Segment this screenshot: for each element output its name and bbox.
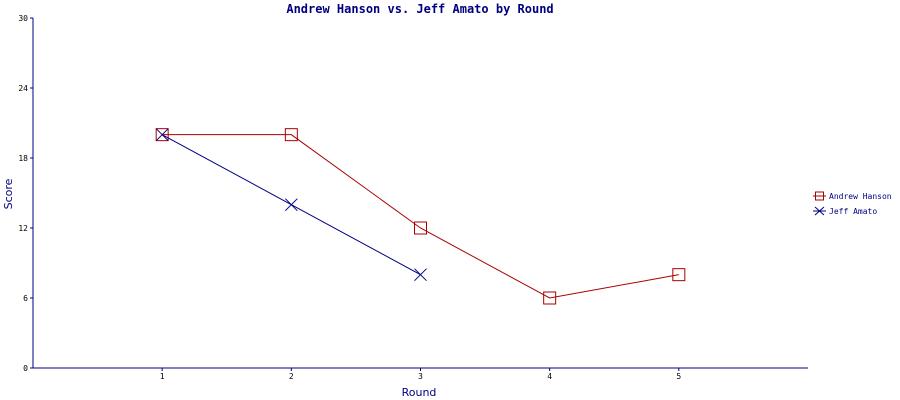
data-point-andrew-hanson bbox=[414, 221, 427, 235]
data-point-andrew-hanson bbox=[543, 291, 557, 305]
y-tick-label: 0 bbox=[23, 364, 28, 373]
data-point-andrew-hanson bbox=[284, 128, 298, 142]
chart-title: Andrew Hanson vs. Jeff Amato by Round bbox=[286, 2, 553, 16]
y-tick-label: 6 bbox=[23, 294, 28, 303]
x-tick-label: 5 bbox=[676, 372, 681, 381]
legend-label: Andrew Hanson bbox=[829, 192, 892, 201]
legend-square-marker bbox=[815, 191, 824, 201]
legend-x-marker bbox=[814, 206, 825, 216]
y-tick-label: 12 bbox=[18, 224, 28, 233]
series-layer bbox=[155, 128, 686, 305]
data-point-jeff-amato bbox=[155, 128, 169, 142]
y-tick-label: 24 bbox=[18, 84, 28, 93]
x-tick-label: 2 bbox=[289, 372, 294, 381]
data-point-jeff-amato bbox=[414, 268, 427, 282]
data-point-andrew-hanson bbox=[672, 268, 686, 282]
legend: Andrew Hanson Jeff Amato bbox=[813, 191, 892, 216]
data-point-andrew-hanson bbox=[155, 128, 169, 142]
x-tick-label: 4 bbox=[547, 372, 552, 381]
x-axis-title: Round bbox=[402, 386, 437, 399]
data-point-jeff-amato bbox=[284, 198, 298, 212]
legend-label: Jeff Amato bbox=[829, 207, 877, 216]
series-line-andrew-hanson bbox=[162, 134, 679, 299]
y-tick-label: 18 bbox=[18, 154, 28, 163]
x-axis-ticks: 1 2 3 4 5 bbox=[160, 368, 681, 381]
y-axis-ticks: 0 6 12 18 24 30 bbox=[18, 14, 33, 373]
legend-item-jeff-amato: Jeff Amato bbox=[813, 206, 877, 216]
y-axis-title: Score bbox=[2, 178, 15, 209]
legend-item-andrew-hanson: Andrew Hanson bbox=[813, 191, 892, 201]
axes bbox=[32, 18, 808, 369]
y-tick-label: 30 bbox=[18, 14, 28, 23]
x-tick-label: 1 bbox=[160, 372, 165, 381]
x-tick-label: 3 bbox=[418, 372, 423, 381]
